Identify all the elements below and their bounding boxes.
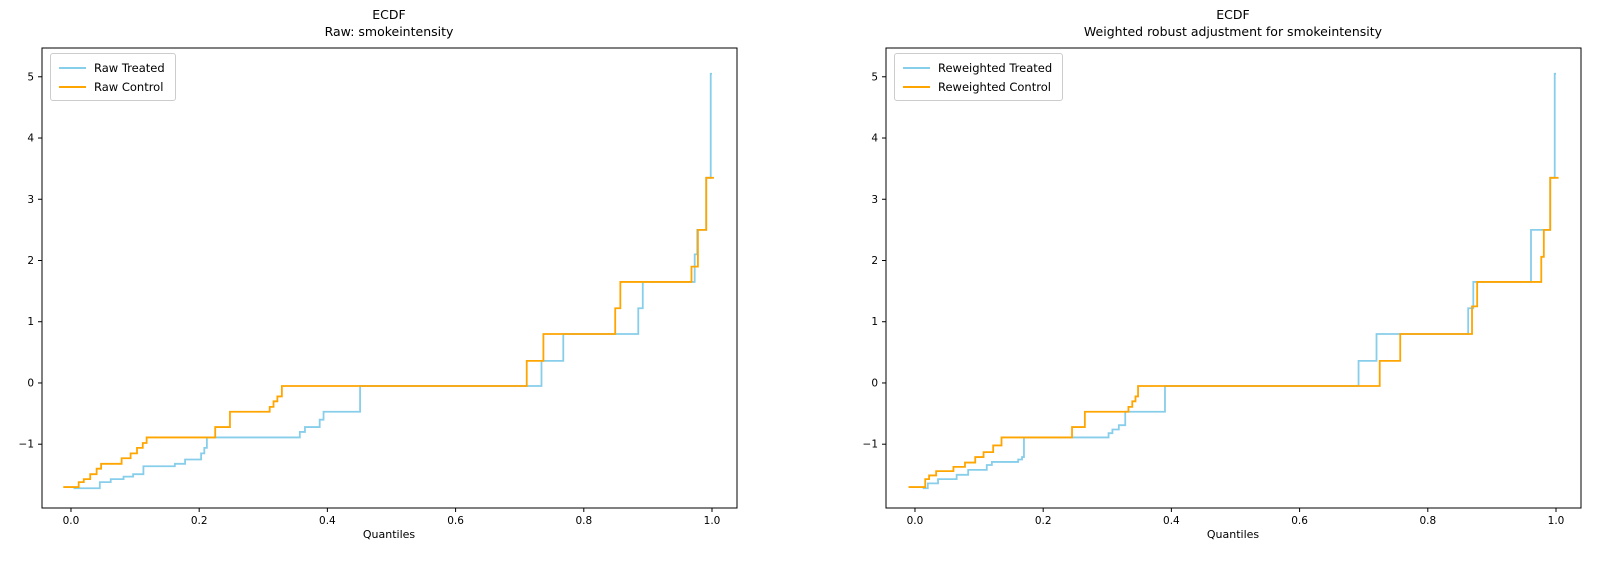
legend-row: Raw Control <box>59 77 165 96</box>
y-axis-tick-label: 2 <box>871 255 878 267</box>
x-axis-tick-label: 0.4 <box>319 515 336 527</box>
plot-canvas-raw: 0.0 0.2 0.4 0.6 0.8 1.0 −1 0 1 2 3 4 5 <box>19 47 738 527</box>
y-axis-tick-label: −1 <box>19 439 34 451</box>
x-axis-tick-label: 1.0 <box>704 515 721 527</box>
x-axis-tick-label: 0.8 <box>575 515 592 527</box>
legend-raw: Raw Treated Raw Control <box>50 53 176 101</box>
chart-title-line1: ECDF <box>1216 7 1250 22</box>
legend-line-sample-treated <box>59 66 86 69</box>
y-axis-tick-label: 4 <box>871 133 878 145</box>
subplot-weighted: ECDF Weighted robust adjustment for smok… <box>800 0 1600 563</box>
plot-border <box>41 47 738 509</box>
legend-row: Raw Treated <box>59 58 165 77</box>
legend-line-sample-control <box>59 85 86 88</box>
chart-title-line2: Raw: smokeintensity <box>324 24 454 39</box>
legend-label-reweighted-control: Reweighted Control <box>938 79 1051 94</box>
x-axis-tick-label: 0.0 <box>907 515 924 527</box>
y-axis-tick-label: −1 <box>863 439 878 451</box>
y-axis-tick-label: 1 <box>871 316 878 328</box>
x-axis-tick-label: 0.4 <box>1163 515 1180 527</box>
legend-label-raw-control: Raw Control <box>94 79 164 94</box>
x-axis-tick-label: 0.6 <box>1291 515 1308 527</box>
legend-row: Reweighted Treated <box>903 58 1052 77</box>
legend-label-reweighted-treated: Reweighted Treated <box>938 60 1053 75</box>
x-axis-tick-label: 0.0 <box>63 515 80 527</box>
x-axis-tick-label: 0.8 <box>1419 515 1436 527</box>
y-axis-tick-label: 0 <box>871 377 878 389</box>
legend-label-raw-treated: Raw Treated <box>94 60 165 75</box>
x-axis-label-raw: Quantiles <box>362 528 416 541</box>
chart-title-line2: Weighted robust adjustment for smokeinte… <box>1083 24 1383 39</box>
legend-weighted: Reweighted Treated Reweighted Control <box>894 53 1064 101</box>
plot-canvas-weighted: 0.0 0.2 0.4 0.6 0.8 1.0 −1 0 1 2 3 4 5 <box>863 47 1582 527</box>
y-axis-tick-label: 5 <box>27 71 34 83</box>
y-axis-tick-label: 3 <box>27 194 34 206</box>
x-axis-label-weighted: Quantiles <box>1206 528 1260 541</box>
y-axis-tick-label: 2 <box>27 255 34 267</box>
chart-title-weighted: ECDF Weighted robust adjustment for smok… <box>933 6 1533 40</box>
y-axis-tick-label: 1 <box>27 316 34 328</box>
series-line-raw-control <box>63 176 714 488</box>
y-axis-tick-label: 3 <box>871 194 878 206</box>
x-axis-tick-label: 1.0 <box>1548 515 1565 527</box>
y-axis-tick-label: 5 <box>871 71 878 83</box>
series-line-reweighted-control <box>908 176 1559 488</box>
x-axis-tick-label: 0.6 <box>447 515 464 527</box>
series-line-reweighted-treated <box>922 72 1556 490</box>
legend-row: Reweighted Control <box>903 77 1052 96</box>
chart-title-raw: ECDF Raw: smokeintensity <box>89 6 689 40</box>
y-axis-tick-label: 4 <box>27 133 34 145</box>
subplot-raw: ECDF Raw: smokeintensity 0.0 0.2 0.4 0.6 0.8… <box>19 6 738 541</box>
y-axis-tick-label: 0 <box>27 377 34 389</box>
legend-line-sample-treated <box>903 66 930 69</box>
legend-line-sample-control <box>903 85 930 88</box>
x-axis-tick-label: 0.2 <box>1035 515 1052 527</box>
chart-title-line1: ECDF <box>372 7 406 22</box>
x-axis-tick-label: 0.2 <box>191 515 208 527</box>
plot-border <box>885 47 1582 509</box>
series-line-raw-treated <box>73 72 712 490</box>
